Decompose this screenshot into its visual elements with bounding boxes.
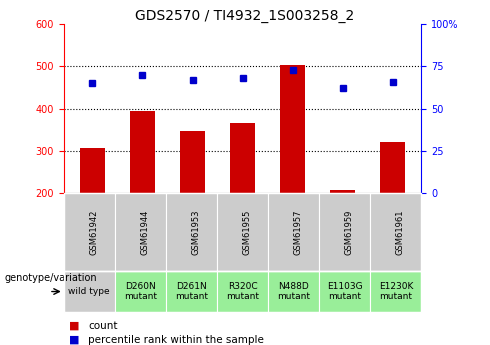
Bar [380,142,405,193]
Bar [330,190,355,193]
Text: D260N
mutant: D260N mutant [124,282,157,301]
Text: E1103G
mutant: E1103G mutant [327,282,363,301]
Bar [230,123,255,193]
Bar [180,131,205,193]
Text: GSM61942: GSM61942 [89,209,98,255]
Text: count: count [88,321,118,331]
Text: GSM61944: GSM61944 [140,209,149,255]
Text: R320C
mutant: R320C mutant [226,282,259,301]
Text: percentile rank within the sample: percentile rank within the sample [88,335,264,345]
Bar [130,111,155,193]
Text: GSM61957: GSM61957 [294,209,303,255]
Bar [280,65,305,193]
Text: genotype/variation: genotype/variation [5,273,98,283]
Text: wild type: wild type [69,287,110,296]
Bar [80,148,105,193]
Text: ■: ■ [69,321,79,331]
Text: GSM61959: GSM61959 [345,209,354,255]
Text: GSM61961: GSM61961 [396,209,405,255]
Text: D261N
mutant: D261N mutant [175,282,208,301]
Text: GSM61953: GSM61953 [192,209,200,255]
Text: GSM61955: GSM61955 [243,209,251,255]
Text: ■: ■ [69,335,79,345]
Text: N488D
mutant: N488D mutant [277,282,310,301]
Text: GDS2570 / TI4932_1S003258_2: GDS2570 / TI4932_1S003258_2 [135,9,355,23]
Text: E1230K
mutant: E1230K mutant [379,282,413,301]
